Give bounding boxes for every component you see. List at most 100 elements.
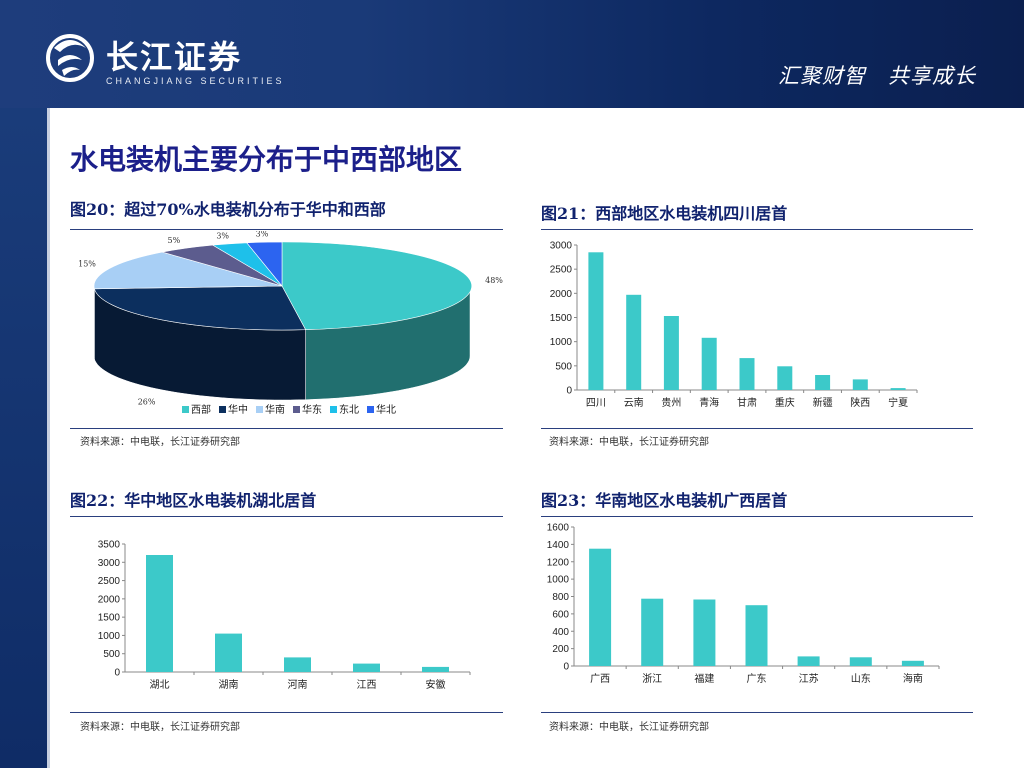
figure-21-source: 资料来源：中电联，长江证券研究部 [549, 437, 709, 448]
figure-23-bar-chart: 0 200 400 600 800 1000 1200 1400 1600 广西 浙江 福建 广东 江苏 山… [547, 523, 940, 685]
y-tick-label: 1600 [547, 523, 570, 534]
y-tick-label: 400 [552, 627, 569, 638]
figure-22-source: 资料来源：中电联，长江证券研究部 [80, 722, 240, 733]
bar-江西 [353, 663, 380, 672]
pie-slice-华中 [94, 285, 307, 331]
bar-浙江 [641, 598, 664, 666]
logo-chinese-name: 长江证券 [106, 38, 243, 76]
bar-甘肃 [739, 358, 755, 390]
x-tick-label-宁夏: 宁夏 [888, 396, 908, 409]
pie-label-华东: 5% [168, 236, 181, 245]
figure-21-title: 图21：西部地区水电装机四川居首 [541, 204, 788, 223]
figure-21-bottom-rule [541, 428, 973, 429]
legend-swatch-华北 [367, 406, 374, 413]
figure-22-title: 图22：华中地区水电装机湖北居首 [70, 491, 317, 510]
y-tick-label: 1000 [98, 631, 121, 642]
x-tick-label-海南: 海南 [903, 672, 923, 685]
figure-21-bar-chart: 0 500 1000 1500 2000 2500 3000 四川 云南 贵州 青海 甘肃 重庆 新疆 陕西… [550, 241, 918, 409]
y-tick-label: 500 [555, 361, 572, 372]
figure-22-bottom-rule [70, 712, 503, 713]
figure-22-top-rule [70, 516, 503, 517]
x-tick-label-浙江: 浙江 [642, 673, 662, 685]
y-tick-label: 0 [566, 386, 572, 397]
bar-陕西 [852, 379, 868, 390]
x-tick-label-广东: 广东 [747, 672, 767, 685]
x-tick-label-新疆: 新疆 [813, 396, 833, 409]
y-tick-label: 0 [563, 662, 569, 673]
legend-swatch-东北 [330, 406, 337, 413]
bar-重庆 [777, 366, 793, 390]
x-tick-label-贵州: 贵州 [661, 396, 681, 409]
legend-swatch-华中 [219, 406, 226, 413]
x-tick-label-山东: 山东 [851, 672, 871, 685]
legend-label-华北: 华北 [376, 403, 396, 416]
y-tick-label: 2500 [98, 576, 121, 587]
bar-云南 [626, 294, 642, 390]
company-logo-icon [46, 34, 94, 82]
y-tick-label: 2500 [550, 265, 573, 276]
figure-20-bottom-rule [70, 428, 503, 429]
x-tick-label-湖北: 湖北 [150, 679, 170, 691]
y-tick-label: 800 [552, 592, 569, 603]
figure-20-source: 资料来源：中电联，长江证券研究部 [80, 437, 240, 448]
legend-label-西部: 西部 [191, 403, 211, 416]
figure-20-pie-chart: 48% 26% 15% 5% 3% 3% 西部 华中 华南 华东 东北 华北 [78, 231, 503, 416]
pie-label-西部: 48% [485, 276, 503, 285]
bar-新疆 [815, 375, 831, 390]
bar-广西 [589, 548, 612, 666]
y-tick-label: 200 [552, 644, 569, 655]
figure-20-title: 图20：超过70%水电装机分布于华中和西部 [70, 200, 386, 219]
x-tick-label-江苏: 江苏 [799, 672, 819, 685]
bar-湖北 [146, 555, 173, 672]
figure-23-title: 图23：华南地区水电装机广西居首 [541, 491, 788, 510]
legend-label-华中: 华中 [228, 403, 248, 416]
y-tick-label: 3000 [98, 558, 121, 569]
bar-宁夏 [890, 388, 906, 390]
figure-23-top-rule [541, 516, 973, 517]
y-tick-label: 1400 [547, 540, 570, 551]
legend-label-华南: 华南 [265, 403, 285, 416]
header-slogan: 汇聚财智 共享成长 [778, 64, 976, 88]
y-tick-label: 1000 [547, 575, 570, 586]
x-tick-label-陕西: 陕西 [850, 396, 870, 409]
x-tick-label-广西: 广西 [590, 673, 610, 685]
y-tick-label: 1500 [98, 613, 121, 624]
bar-四川 [588, 252, 604, 391]
legend-label-华东: 华东 [302, 403, 322, 416]
bar-安徽 [422, 666, 449, 672]
left-sidebar-bar [0, 108, 50, 768]
figure-20-top-rule [70, 229, 503, 230]
x-tick-label-湖南: 湖南 [219, 678, 239, 691]
y-tick-label: 2000 [98, 594, 121, 605]
x-tick-label-重庆: 重庆 [775, 396, 795, 409]
pie-label-东北: 3% [216, 231, 229, 240]
x-tick-label-安徽: 安徽 [426, 678, 446, 691]
x-tick-label-福建: 福建 [694, 672, 714, 685]
y-tick-label: 3000 [550, 241, 573, 252]
x-tick-label-四川: 四川 [586, 398, 606, 409]
pie-label-华北: 3% [256, 231, 269, 239]
pie-legend: 西部 华中 华南 华东 东北 华北 [182, 403, 396, 416]
pie-label-华中: 26% [138, 397, 156, 406]
legend-swatch-华南 [256, 406, 263, 413]
bar-贵州 [663, 316, 679, 390]
legend-swatch-西部 [182, 406, 189, 413]
y-tick-label: 1200 [547, 557, 570, 568]
y-tick-label: 0 [114, 668, 120, 679]
bar-河南 [284, 657, 311, 672]
figure-22-bar-chart: 0 500 1000 1500 2000 2500 3000 3500 湖北 湖南 河南 江西 安徽 [98, 540, 471, 691]
bar-江苏 [797, 656, 820, 666]
bar-海南 [901, 660, 924, 666]
bar-山东 [849, 657, 872, 666]
logo-english-name: CHANGJIANG SECURITIES [106, 76, 285, 86]
bar-湖南 [215, 633, 242, 672]
bar-福建 [693, 599, 716, 666]
y-tick-label: 1500 [550, 313, 573, 324]
figure-21-top-rule [541, 229, 973, 230]
bar-广东 [745, 605, 768, 666]
x-tick-label-青海: 青海 [699, 396, 719, 409]
pie-slice-华北 [246, 241, 283, 287]
y-tick-label: 2000 [550, 289, 573, 300]
y-tick-label: 600 [552, 609, 569, 620]
pie-label-华南: 15% [78, 259, 96, 268]
